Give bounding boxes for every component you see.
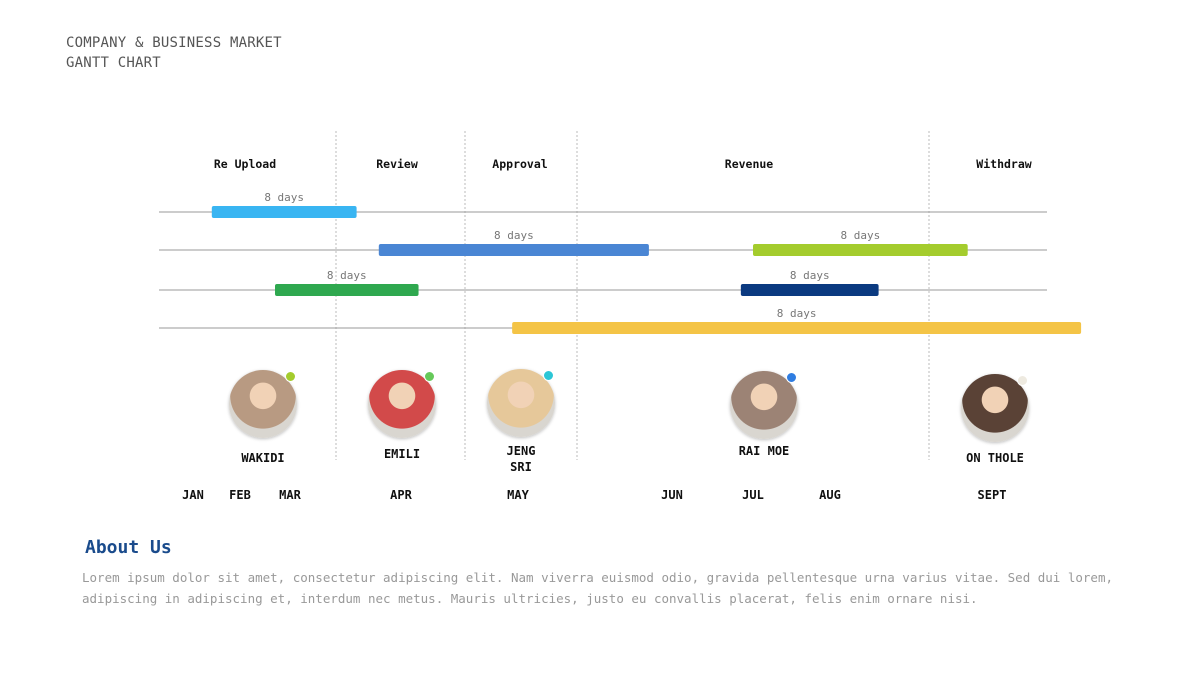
avatar xyxy=(730,371,798,439)
phase-header-3: Approval xyxy=(492,157,547,171)
phase-header-2: Review xyxy=(376,157,418,171)
phase-header-1: Re Upload xyxy=(214,157,276,171)
task-duration-label-3: 8 days xyxy=(840,229,880,242)
month-label-jan: JAN xyxy=(182,488,204,502)
task-bar-3 xyxy=(753,244,968,256)
task-bar-2 xyxy=(378,244,649,256)
team-member-5: ON THOLE xyxy=(935,374,1055,466)
team-member-3: JENG SRI xyxy=(461,369,581,475)
task-duration-label-4: 8 days xyxy=(327,269,367,282)
about-heading: About Us xyxy=(85,537,172,558)
team-member-2: EMILI xyxy=(342,370,462,462)
avatar xyxy=(961,374,1029,442)
status-dot xyxy=(1017,375,1028,386)
task-duration-label-2: 8 days xyxy=(494,229,534,242)
team-member-name: EMILI xyxy=(383,447,421,461)
month-label-jun: JUN xyxy=(661,488,683,502)
status-dot xyxy=(543,370,554,381)
avatar xyxy=(368,370,436,438)
task-bar-5 xyxy=(740,284,879,296)
title-line-2: GANTT CHART xyxy=(66,55,161,71)
task-bar-6 xyxy=(512,322,1082,334)
phase-header-5: Withdraw xyxy=(976,157,1031,171)
team-member-name: JENG SRI xyxy=(506,444,536,474)
month-label-jul: JUL xyxy=(742,488,764,502)
month-label-aug: AUG xyxy=(819,488,841,502)
task-duration-label-1: 8 days xyxy=(264,191,304,204)
title-line-1: COMPANY & BUSINESS MARKET xyxy=(66,35,282,51)
month-label-sept: SEPT xyxy=(977,488,1007,502)
status-dot xyxy=(285,371,296,382)
avatar xyxy=(229,370,297,438)
task-bar-1 xyxy=(211,206,357,218)
month-label-may: MAY xyxy=(507,488,529,502)
month-label-feb: FEB xyxy=(229,488,251,502)
task-duration-label-5: 8 days xyxy=(790,269,830,282)
team-member-name: ON THOLE xyxy=(966,451,1024,465)
task-duration-label-6: 8 days xyxy=(777,307,817,320)
about-body-text: Lorem ipsum dolor sit amet, consectetur … xyxy=(82,570,1114,606)
status-dot xyxy=(424,371,435,382)
status-dot xyxy=(786,372,797,383)
phase-header-4: Revenue xyxy=(725,157,774,171)
avatar xyxy=(487,369,555,437)
task-bar-4 xyxy=(275,284,419,296)
team-member-name: WAKIDI xyxy=(241,451,285,465)
team-member-1: WAKIDI xyxy=(203,370,323,466)
team-member-name: RAI MOE xyxy=(738,444,790,458)
team-member-4: RAI MOE xyxy=(704,371,824,459)
month-label-apr: APR xyxy=(390,488,412,502)
month-label-mar: MAR xyxy=(279,488,301,502)
